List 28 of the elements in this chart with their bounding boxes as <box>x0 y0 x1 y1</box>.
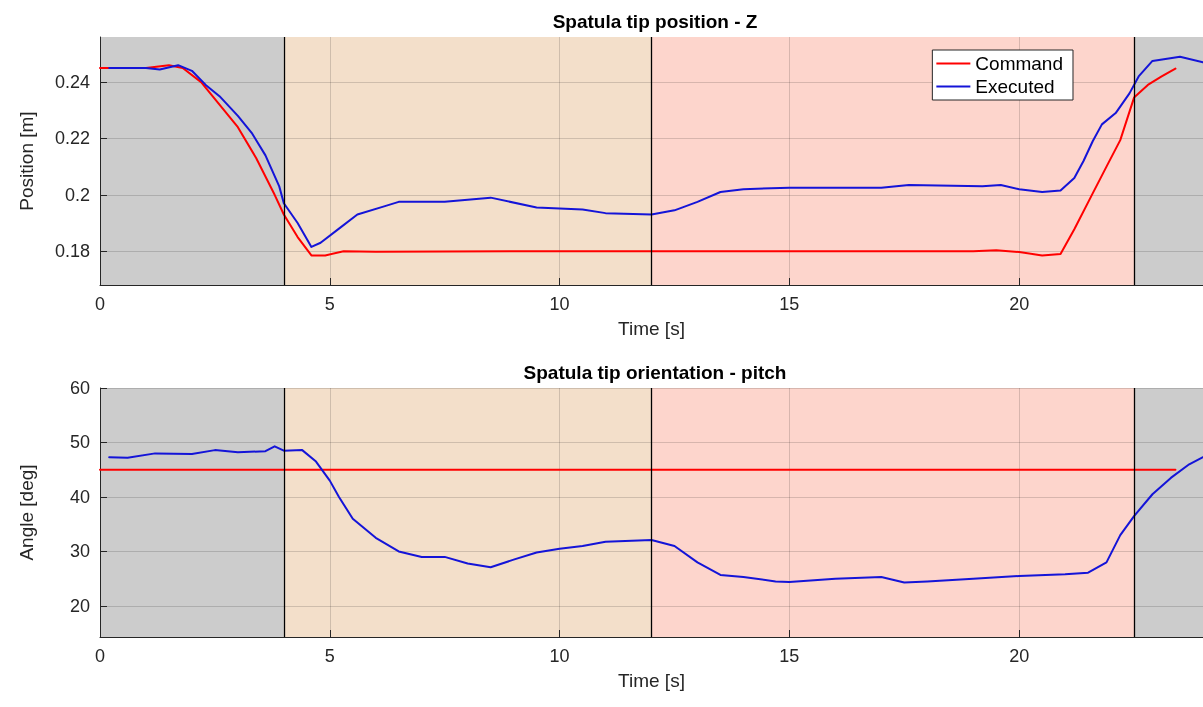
x-tick-label: 10 <box>549 294 570 314</box>
chart-title: Spatula tip orientation - pitch <box>523 362 787 383</box>
y-tick-label: 0.18 <box>54 241 90 262</box>
y-axis-title: Angle [deg] <box>16 464 37 561</box>
x-tick-label: 0 <box>94 294 106 314</box>
y-tick-label: 60 <box>69 378 90 398</box>
y-tick-label: 20 <box>69 595 90 616</box>
y-axis-title: Position [m] <box>16 111 37 211</box>
x-tick-label: 15 <box>779 294 800 314</box>
x-axis-title: Time [s] <box>618 318 685 339</box>
x-tick-label: 20 <box>1009 646 1030 666</box>
legend-label: Command <box>975 53 1064 74</box>
y-tick-label: 40 <box>69 486 90 507</box>
line-series <box>108 445 1203 584</box>
x-tick-label: 0 <box>94 646 106 666</box>
x-tick-label: 15 <box>779 646 800 666</box>
y-tick-label: 30 <box>69 541 90 562</box>
y-tick-label: 0.24 <box>54 72 90 93</box>
y-tick-label: 0.2 <box>64 184 90 205</box>
y-tick-label: 0.22 <box>54 128 90 149</box>
chart-title: Spatula tip position - Z <box>552 11 758 32</box>
x-tick-label: 5 <box>324 294 335 314</box>
x-axis-title: Time [s] <box>618 670 685 691</box>
legend-label: Executed <box>975 76 1055 97</box>
y-tick-label: 50 <box>69 432 90 453</box>
x-tick-label: 10 <box>549 646 570 666</box>
x-tick-label: 20 <box>1009 294 1030 314</box>
x-tick-label: 5 <box>324 646 335 666</box>
